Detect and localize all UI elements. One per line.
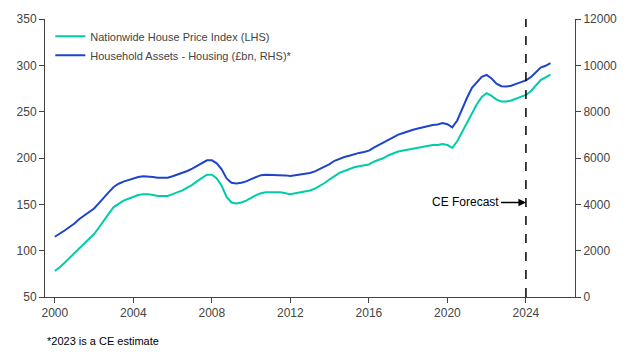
svg-text:100: 100 — [17, 244, 37, 258]
svg-text:2008: 2008 — [198, 306, 225, 320]
svg-text:8000: 8000 — [583, 105, 610, 119]
svg-text:50: 50 — [23, 290, 37, 304]
svg-text:0: 0 — [583, 290, 590, 304]
svg-text:2012: 2012 — [277, 306, 304, 320]
svg-text:12000: 12000 — [583, 12, 617, 26]
svg-text:Household Assets - Housing (£b: Household Assets - Housing (£bn, RHS)* — [90, 50, 291, 62]
svg-text:6000: 6000 — [583, 151, 610, 165]
svg-text:300: 300 — [17, 59, 37, 73]
svg-text:350: 350 — [17, 12, 37, 26]
svg-text:10000: 10000 — [583, 59, 617, 73]
svg-text:150: 150 — [17, 198, 37, 212]
svg-text:250: 250 — [17, 105, 37, 119]
svg-text:2020: 2020 — [434, 306, 461, 320]
svg-text:Nationwide House Price Index (: Nationwide House Price Index (LHS) — [90, 31, 269, 43]
svg-text:2000: 2000 — [583, 244, 610, 258]
svg-text:2004: 2004 — [120, 306, 147, 320]
svg-text:2000: 2000 — [41, 306, 68, 320]
svg-text:2016: 2016 — [356, 306, 383, 320]
svg-text:CE Forecast: CE Forecast — [432, 195, 499, 209]
svg-text:4000: 4000 — [583, 198, 610, 212]
svg-text:2024: 2024 — [513, 306, 540, 320]
svg-text:200: 200 — [17, 151, 37, 165]
svg-text:*2023 is a CE estimate: *2023 is a CE estimate — [47, 335, 159, 347]
